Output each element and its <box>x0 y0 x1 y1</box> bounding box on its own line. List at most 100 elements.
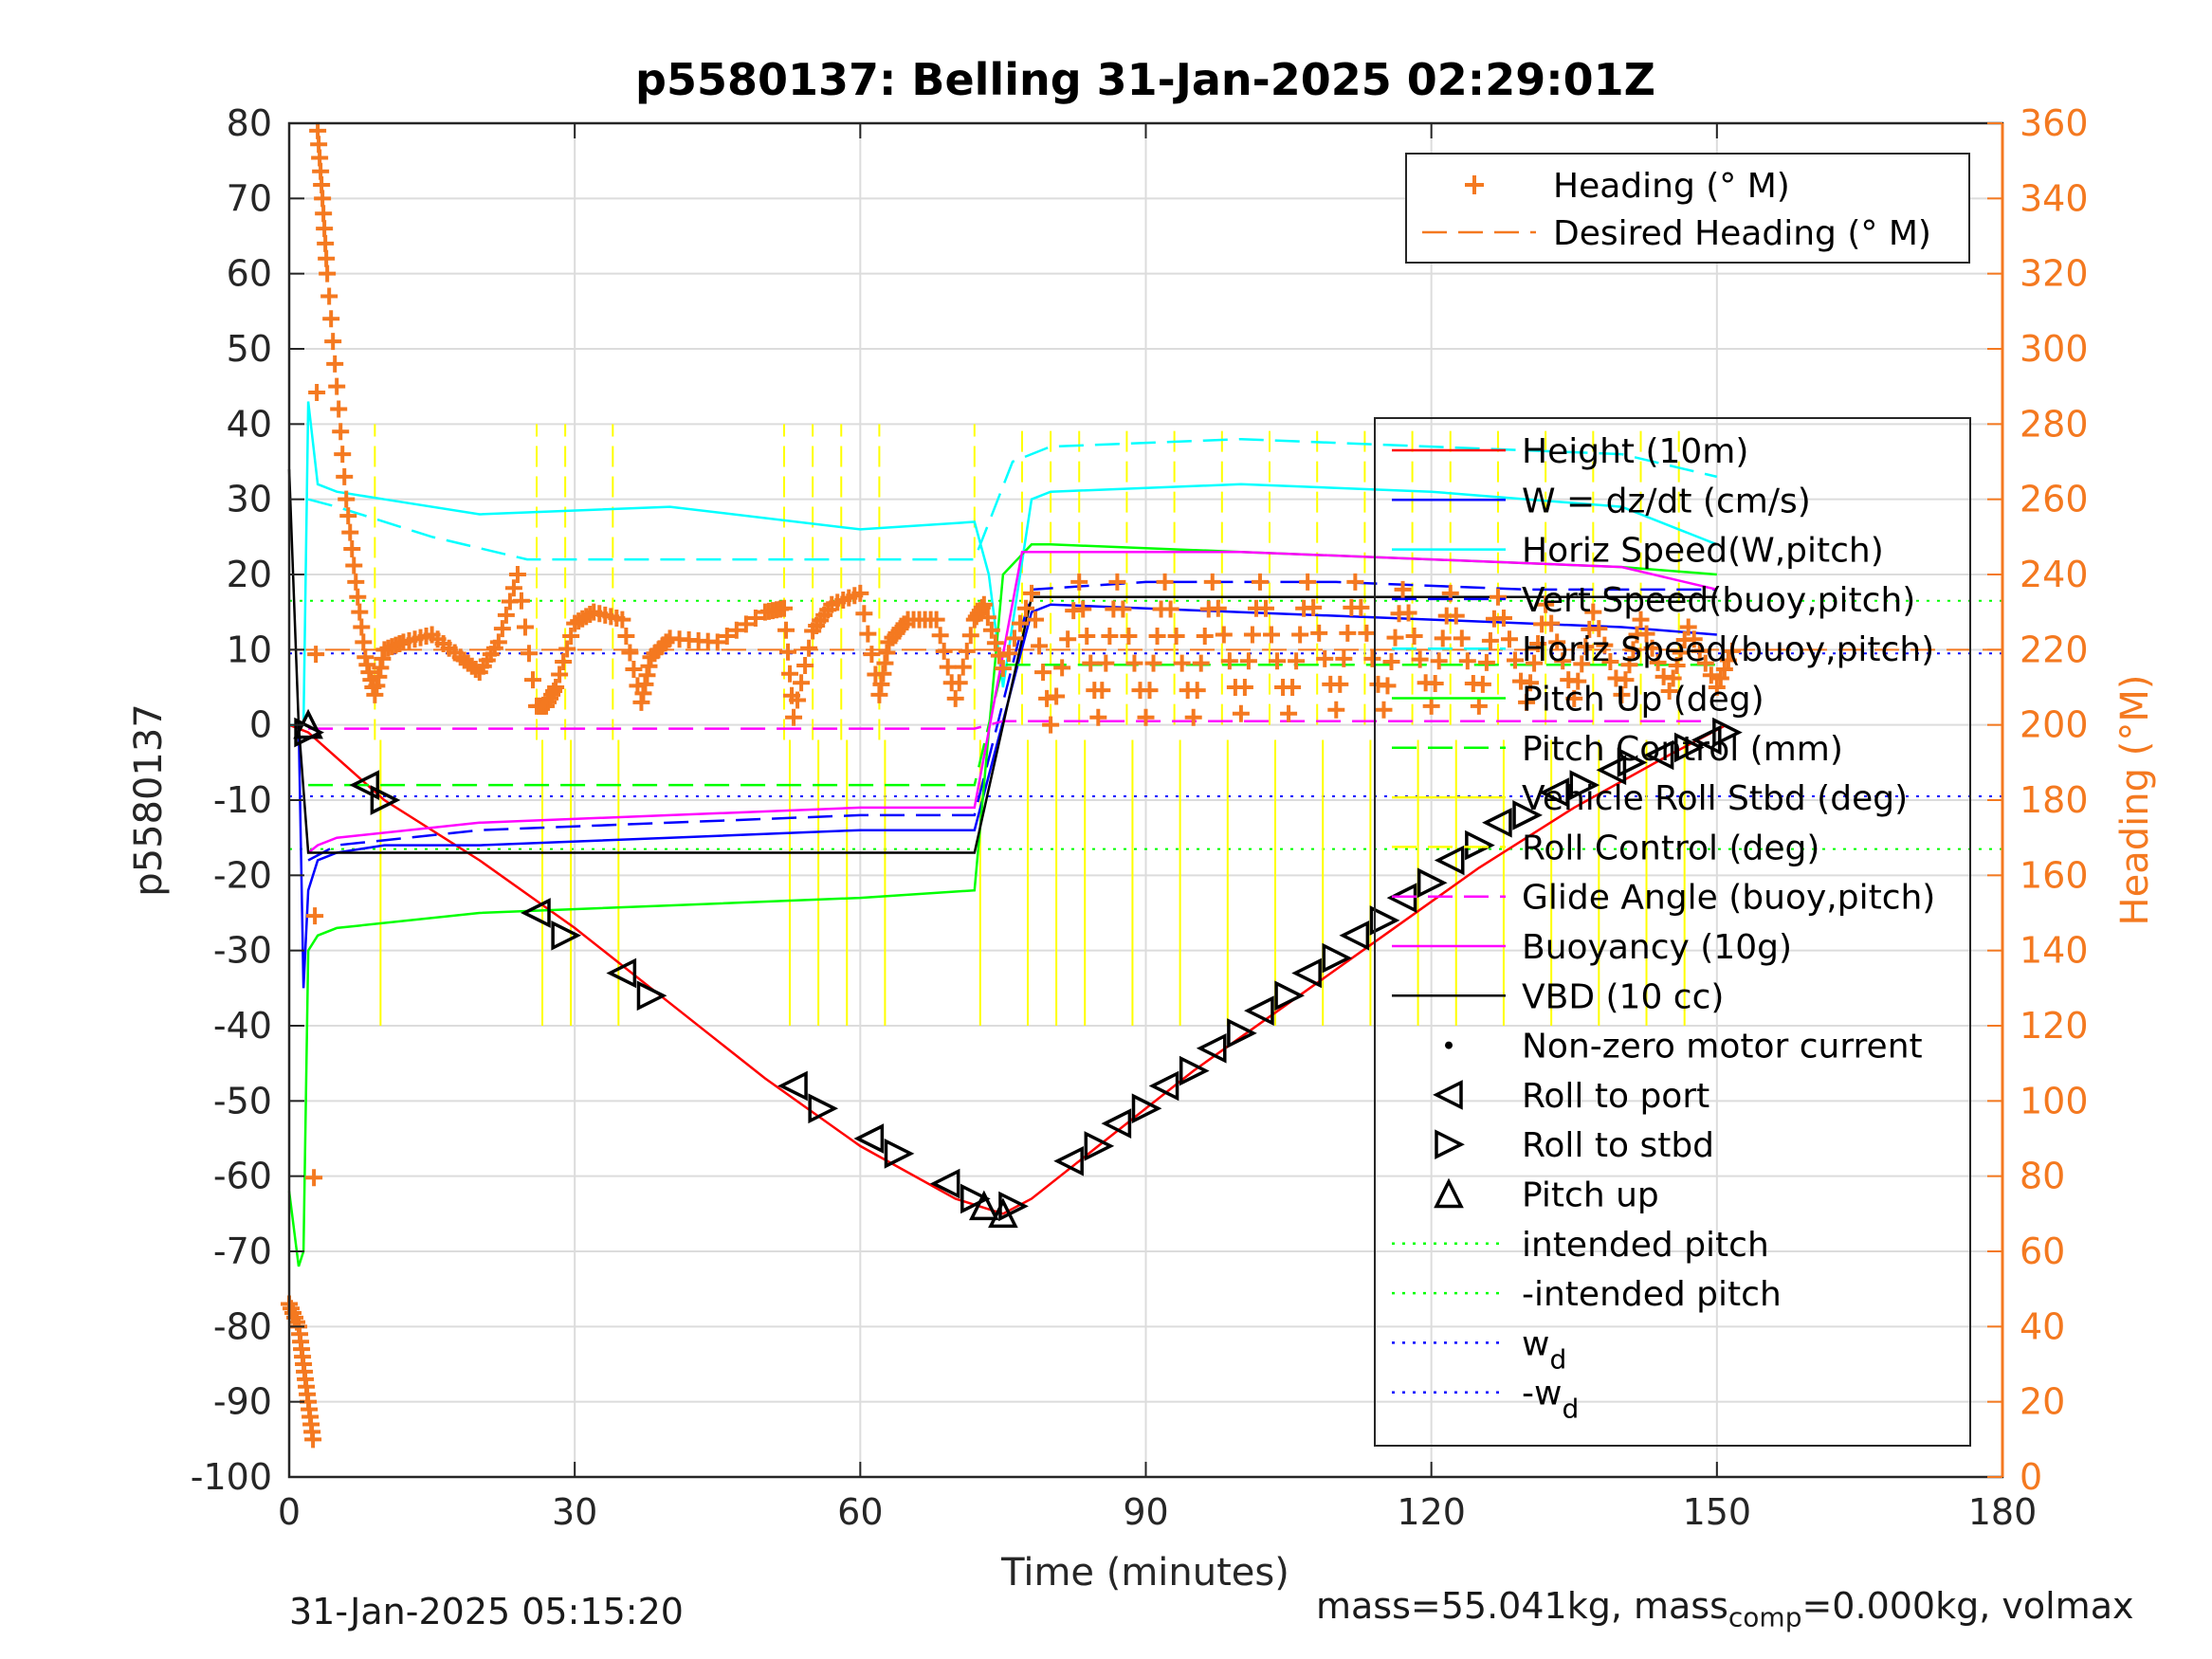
heading-point <box>315 205 333 223</box>
heading-point <box>493 620 511 638</box>
heading-point <box>982 621 1000 639</box>
heading-point <box>1590 620 1608 638</box>
heading-point <box>372 659 390 677</box>
legend-main-label: W = dz/dt (cm/s) <box>1522 482 1811 520</box>
heading-point <box>1078 628 1096 646</box>
heading-point <box>708 633 726 651</box>
roll-to-stbd-marker <box>1322 942 1353 974</box>
heading-point <box>1447 607 1465 625</box>
roll-to-stbd-marker <box>884 1139 915 1169</box>
x-tick-label: 60 <box>837 1491 883 1533</box>
heading-point <box>1209 599 1227 617</box>
heading-point <box>307 646 325 664</box>
heading-point <box>1411 650 1429 668</box>
heading-point <box>1038 689 1056 707</box>
heading-point <box>781 665 799 683</box>
heading-point <box>1473 675 1491 693</box>
y2-tick-label: 40 <box>2020 1305 2065 1347</box>
heading-point <box>349 588 367 606</box>
heading-point <box>555 653 573 671</box>
heading-point <box>1156 573 1174 591</box>
heading-point <box>1042 716 1060 734</box>
heading-point <box>1141 682 1159 700</box>
y-tick-label: -30 <box>213 930 272 972</box>
heading-point <box>1529 634 1547 652</box>
heading-point <box>737 615 755 633</box>
heading-point <box>1239 652 1257 670</box>
heading-point <box>1251 573 1269 591</box>
heading-point <box>1291 626 1309 644</box>
heading-point <box>370 667 388 685</box>
legend-main-label: Pitch Control (mm) <box>1522 730 1843 769</box>
heading-point <box>1034 664 1052 682</box>
heading-point <box>1203 573 1221 591</box>
x-tick-label: 180 <box>1968 1491 2038 1533</box>
heading-point <box>634 684 652 702</box>
heading-point <box>1114 600 1132 618</box>
roll-to-stbd-marker <box>1712 717 1743 748</box>
roll-to-stbd-marker <box>1084 1131 1115 1161</box>
reference-lines <box>289 599 2002 850</box>
heading-point <box>305 1169 323 1187</box>
heading-point <box>1565 689 1583 707</box>
heading-point <box>961 627 979 645</box>
legend-main: Height (10m) W = dz/dt (cm/s) Horiz Speed(… <box>1374 417 1971 1447</box>
heading-point <box>320 287 338 305</box>
legend-swatch-dot <box>1445 1041 1453 1049</box>
legend-main-label: Pitch up <box>1522 1176 1659 1215</box>
heading-point <box>1256 599 1274 617</box>
heading-point <box>326 355 344 373</box>
heading-point <box>1327 701 1345 719</box>
y-tick-label: 60 <box>227 253 272 295</box>
legend-swatch-triangle <box>1434 1177 1464 1209</box>
y-tick-label: 70 <box>227 177 272 219</box>
roll-to-stbd-marker <box>636 980 667 1012</box>
y2-tick-label: 220 <box>2020 629 2089 670</box>
roll-to-port-marker <box>929 1168 960 1199</box>
heading-point <box>516 618 534 636</box>
heading-point <box>636 675 654 693</box>
roll-to-port-marker <box>1482 807 1512 838</box>
legend-main-label: Roll Control (deg) <box>1522 829 1819 867</box>
roll-to-port-marker <box>1196 1032 1227 1064</box>
heading-point <box>1144 654 1162 672</box>
heading-point <box>746 610 764 628</box>
y2-tick-label: 100 <box>2020 1080 2089 1121</box>
heading-point <box>558 640 576 658</box>
series-glide-angle-buoy-pitch <box>308 720 1717 730</box>
heading-point <box>1569 672 1587 690</box>
y-tick-label: -70 <box>213 1231 272 1272</box>
heading-point <box>1494 610 1512 628</box>
series-horiz-speed-w-pitch <box>289 401 1718 726</box>
series-height-10m <box>288 723 1728 1215</box>
heading-point <box>1089 708 1107 726</box>
heading-point <box>1702 666 1720 684</box>
roll-to-stbd-marker <box>1417 867 1448 899</box>
heading-point <box>1543 614 1561 632</box>
x-axis-label: Time (minutes) <box>1000 1551 1289 1595</box>
heading-point <box>1624 641 1642 659</box>
legend-top-label: Desired Heading (° M) <box>1553 214 1931 253</box>
heading-point <box>851 584 869 602</box>
heading-point <box>1518 693 1536 711</box>
heading-point <box>322 310 340 328</box>
heading-point <box>1280 704 1298 722</box>
roll-to-stbd-marker <box>960 1183 991 1214</box>
heading-point <box>347 573 365 591</box>
heading-point <box>1430 652 1448 670</box>
legend-main-label: Non-zero motor current <box>1522 1028 1923 1066</box>
heading-point <box>776 599 794 617</box>
heading-point <box>512 592 530 610</box>
heading-point <box>318 249 336 267</box>
heading-point <box>779 643 797 661</box>
heading-point <box>1082 654 1100 672</box>
legend-top: Heading (° M) Desired Heading (° M) <box>1405 153 1970 264</box>
footer-timestamp: 31-Jan-2025 05:15:20 <box>289 1591 684 1632</box>
y-tick-label: 40 <box>227 403 272 445</box>
heading-point <box>1269 652 1287 670</box>
y-tick-label: -90 <box>213 1381 272 1423</box>
heading-point <box>351 603 369 621</box>
y-tick-label: -80 <box>213 1305 272 1347</box>
heading-point <box>1458 652 1476 670</box>
heading-point <box>1500 630 1518 648</box>
